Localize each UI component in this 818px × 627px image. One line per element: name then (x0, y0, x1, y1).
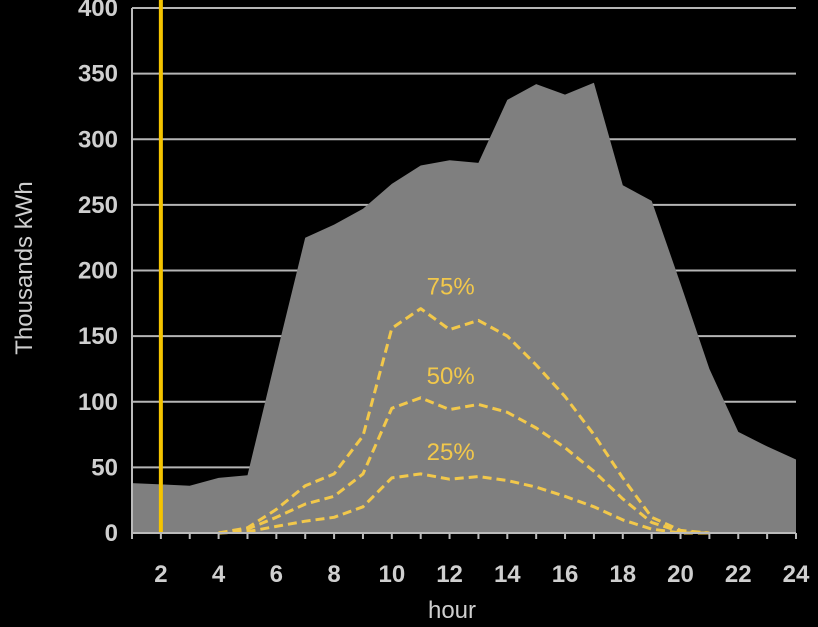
x-tick-label: 22 (725, 561, 752, 588)
x-tick-labels: 2 4 6 8 10 12 14 16 18 20 22 24 (154, 561, 810, 588)
x-tick-label: 14 (494, 561, 521, 588)
y-tick-label: 100 (78, 389, 118, 416)
x-tick-label: 2 (154, 561, 167, 588)
x-tick-label: 12 (436, 561, 463, 588)
x-tick-label: 6 (270, 561, 283, 588)
series-label-1: 50% (427, 363, 475, 390)
series-line-1 (218, 396, 710, 535)
x-tick-label: 20 (667, 561, 694, 588)
series-label-0: 75% (427, 274, 475, 301)
x-tick-label: 10 (378, 561, 405, 588)
y-tick-label: 300 (78, 126, 118, 153)
y-tick-labels: 0 50 100 150 200 250 300 350 400 (78, 0, 118, 547)
y-axis-label: Thousands kWh (11, 181, 38, 354)
y-tick-label: 350 (78, 61, 118, 88)
y-tick-label: 150 (78, 323, 118, 350)
series-label-2: 25% (427, 439, 475, 466)
x-tick-label: 16 (552, 561, 579, 588)
series-line-0 (218, 307, 710, 535)
x-tick-label: 18 (609, 561, 636, 588)
x-tick-label: 24 (783, 561, 810, 588)
total-consumption-area (132, 82, 796, 534)
y-tick-label: 400 (78, 0, 118, 22)
series-lines (218, 307, 710, 535)
series-labels: 75% 50% 25% (427, 274, 475, 466)
y-tick-label: 200 (78, 258, 118, 285)
x-axis-label: hour (428, 597, 476, 624)
y-tick-label: 0 (105, 520, 118, 547)
x-tick-label: 8 (327, 561, 340, 588)
x-tick-label: 4 (212, 561, 226, 588)
y-tick-label: 50 (91, 454, 118, 481)
axes (131, 8, 797, 539)
y-tick-label: 250 (78, 192, 118, 219)
